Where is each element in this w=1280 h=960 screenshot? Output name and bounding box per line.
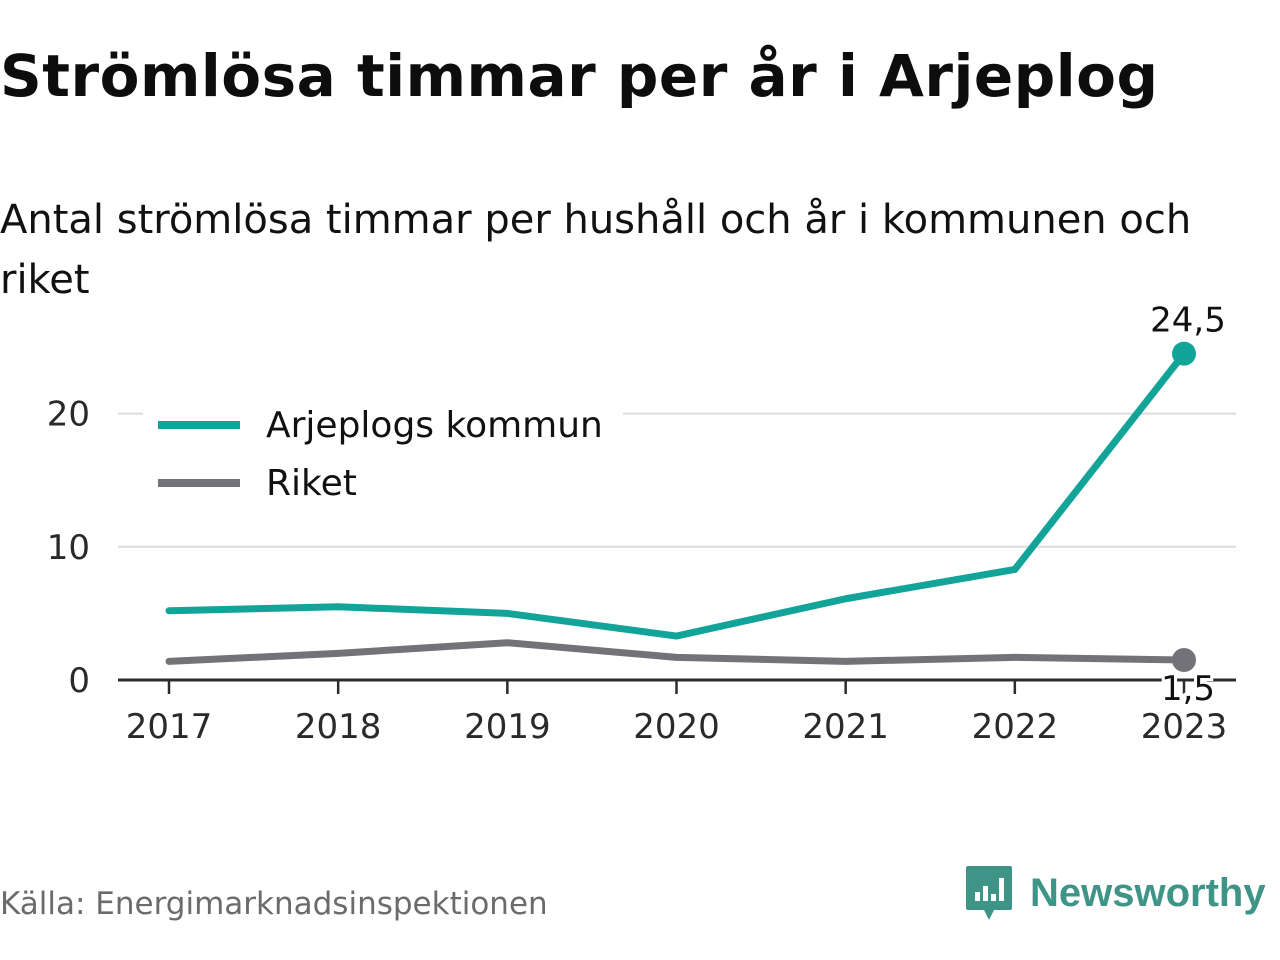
legend: Arjeplogs kommun Riket [143, 396, 623, 504]
source-note: Källa: Energimarknadsinspektionen [0, 886, 548, 922]
x-axis: 2017 2018 2019 2020 2021 2022 2023 [118, 678, 1236, 747]
chart-title: Strömlösa timmar per år i Arjeplog [0, 42, 1159, 110]
data-label: 1,5 [1161, 669, 1215, 709]
x-tick-label: 2019 [464, 707, 551, 747]
y-tick-label: 20 [47, 395, 90, 435]
x-tick-label: 2021 [802, 707, 889, 747]
legend-label: Riket [266, 463, 357, 504]
end-point [1172, 648, 1196, 673]
series-line [165, 639, 1188, 665]
x-tick-label: 2022 [972, 707, 1059, 747]
x-tick-label: 2018 [295, 707, 382, 747]
x-tick-label: 2023 [1141, 707, 1228, 747]
series-lines [165, 350, 1188, 665]
brand-name: Newsworthy [1030, 870, 1266, 915]
y-tick-labels: 0 10 20 [47, 395, 90, 701]
series-line [165, 350, 1188, 640]
x-tick-label: 2017 [126, 707, 213, 747]
newsworthy-logo-icon [966, 866, 1012, 920]
series-endpoints: 24,5 1,5 [1147, 298, 1229, 712]
data-label: 24,5 [1150, 301, 1226, 341]
y-tick-label: 0 [68, 661, 90, 701]
x-tick-label: 2020 [633, 707, 720, 747]
line-chart: 0 10 20 2017 2018 2019 2020 2021 2022 2023 24,5 1… [46, 298, 1236, 747]
y-tick-label: 10 [47, 528, 90, 568]
chart-subtitle: Antal strömlösa timmar per hushåll och å… [0, 197, 1192, 303]
legend-label: Arjeplogs kommun [266, 405, 603, 446]
end-point [1172, 341, 1196, 366]
brand-logo: Newsworthy [964, 864, 1266, 922]
